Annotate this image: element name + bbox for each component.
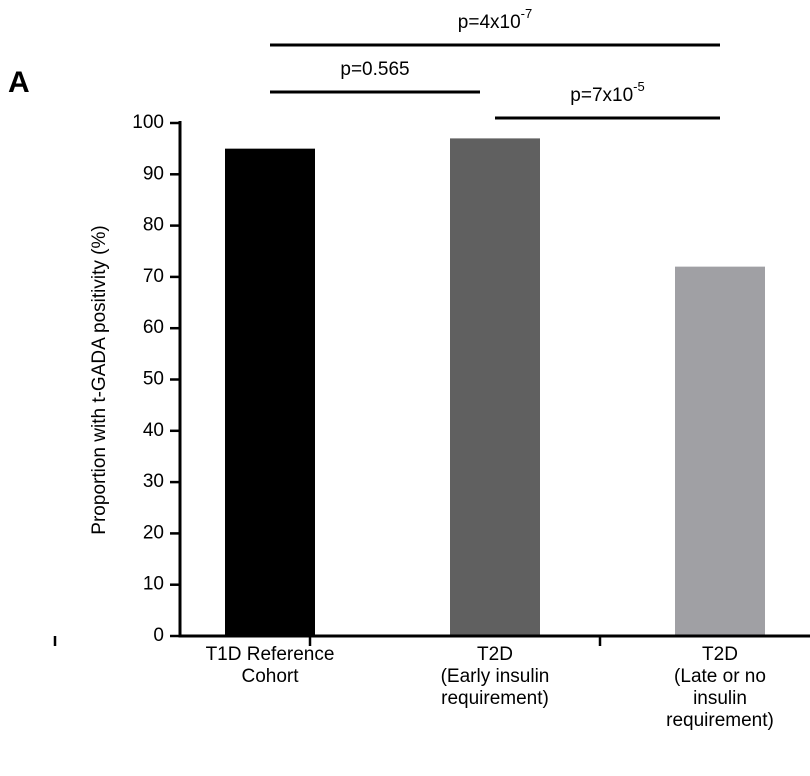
x-tick-label: insulin bbox=[693, 688, 747, 709]
p-value: p=4x10-7 bbox=[458, 6, 532, 33]
p-value-exponent: -7 bbox=[521, 6, 533, 21]
x-tick-label: (Early insulin bbox=[441, 666, 550, 687]
x-tick-label: T1D Reference bbox=[206, 644, 335, 665]
y-tick-label: 90 bbox=[143, 163, 164, 184]
y-tick-label: 0 bbox=[153, 625, 164, 646]
panel-label: A bbox=[8, 66, 30, 99]
y-tick-label: 60 bbox=[143, 317, 164, 338]
p-value-text: p=4x10 bbox=[458, 12, 521, 33]
y-axis-label: Proportion with t-GADA positivity (%) bbox=[89, 225, 110, 534]
p-value-text: p=7x10 bbox=[570, 85, 633, 106]
y-tick-label: 80 bbox=[143, 215, 164, 236]
p-value-text: p=0.565 bbox=[340, 59, 409, 80]
y-tick-label: 20 bbox=[143, 522, 164, 543]
x-tick-label: requirement) bbox=[441, 688, 549, 709]
bar bbox=[450, 138, 540, 636]
x-tick-label: requirement) bbox=[666, 710, 774, 731]
y-tick-label: 70 bbox=[143, 266, 164, 287]
p-value: p=0.565 bbox=[340, 59, 409, 80]
y-tick-label: 10 bbox=[143, 574, 164, 595]
p-value-exponent: -5 bbox=[633, 79, 645, 94]
x-tick-label: T2D bbox=[702, 644, 738, 665]
x-tick-label: T2D bbox=[477, 644, 513, 665]
y-tick-label: 40 bbox=[143, 420, 164, 441]
x-tick-label: Cohort bbox=[241, 666, 299, 687]
bar bbox=[225, 148, 315, 636]
bar bbox=[675, 266, 765, 636]
y-tick-label: 50 bbox=[143, 369, 164, 390]
y-tick-label: 100 bbox=[132, 112, 164, 133]
p-value: p=7x10-5 bbox=[570, 79, 644, 106]
x-tick-label: (Late or no bbox=[674, 666, 766, 687]
y-tick-label: 30 bbox=[143, 471, 164, 492]
